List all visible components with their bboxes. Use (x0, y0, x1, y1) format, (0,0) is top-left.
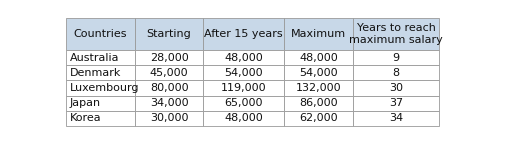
Text: Korea: Korea (70, 113, 101, 123)
Bar (66, 50, 135, 65)
Text: 9: 9 (392, 53, 399, 63)
Bar (284, 80, 353, 96)
Bar (353, 96, 439, 111)
Bar (353, 50, 439, 65)
Text: 45,000: 45,000 (150, 68, 188, 78)
Bar (353, 65, 439, 80)
Text: 86,000: 86,000 (299, 98, 338, 108)
Text: 30,000: 30,000 (150, 113, 188, 123)
Bar (66, 96, 135, 111)
Text: 65,000: 65,000 (224, 98, 263, 108)
Bar (135, 18, 203, 50)
Bar (203, 111, 284, 126)
Text: 54,000: 54,000 (299, 68, 338, 78)
Bar (353, 80, 439, 96)
Text: 28,000: 28,000 (150, 53, 188, 63)
Text: 48,000: 48,000 (224, 53, 263, 63)
Text: 80,000: 80,000 (150, 83, 188, 93)
Bar (135, 111, 203, 126)
Text: 34: 34 (389, 113, 403, 123)
Text: After 15 years: After 15 years (204, 29, 283, 39)
Bar (203, 96, 284, 111)
Text: Countries: Countries (74, 29, 127, 39)
Text: 132,000: 132,000 (295, 83, 341, 93)
Text: 8: 8 (392, 68, 399, 78)
Bar (203, 65, 284, 80)
Text: Japan: Japan (70, 98, 101, 108)
Bar (284, 96, 353, 111)
Text: Denmark: Denmark (70, 68, 121, 78)
Text: 34,000: 34,000 (150, 98, 188, 108)
Bar (66, 65, 135, 80)
Text: 119,000: 119,000 (221, 83, 267, 93)
Bar (353, 18, 439, 50)
Bar (66, 18, 135, 50)
Text: 62,000: 62,000 (299, 113, 338, 123)
Text: Years to reach
maximum salary: Years to reach maximum salary (349, 23, 443, 45)
Bar (284, 18, 353, 50)
Bar (203, 18, 284, 50)
Bar (203, 80, 284, 96)
Bar (284, 65, 353, 80)
Text: Australia: Australia (70, 53, 119, 63)
Bar (66, 111, 135, 126)
Text: 48,000: 48,000 (299, 53, 338, 63)
Bar (284, 111, 353, 126)
Bar (135, 80, 203, 96)
Bar (135, 65, 203, 80)
Bar (203, 50, 284, 65)
Text: 37: 37 (389, 98, 403, 108)
Bar (66, 80, 135, 96)
Bar (353, 111, 439, 126)
Text: 54,000: 54,000 (224, 68, 263, 78)
Text: Maximum: Maximum (291, 29, 346, 39)
Text: Luxembourg: Luxembourg (70, 83, 139, 93)
Text: Starting: Starting (147, 29, 191, 39)
Text: 48,000: 48,000 (224, 113, 263, 123)
Bar (135, 50, 203, 65)
Bar (284, 50, 353, 65)
Text: 30: 30 (389, 83, 403, 93)
Bar (135, 96, 203, 111)
